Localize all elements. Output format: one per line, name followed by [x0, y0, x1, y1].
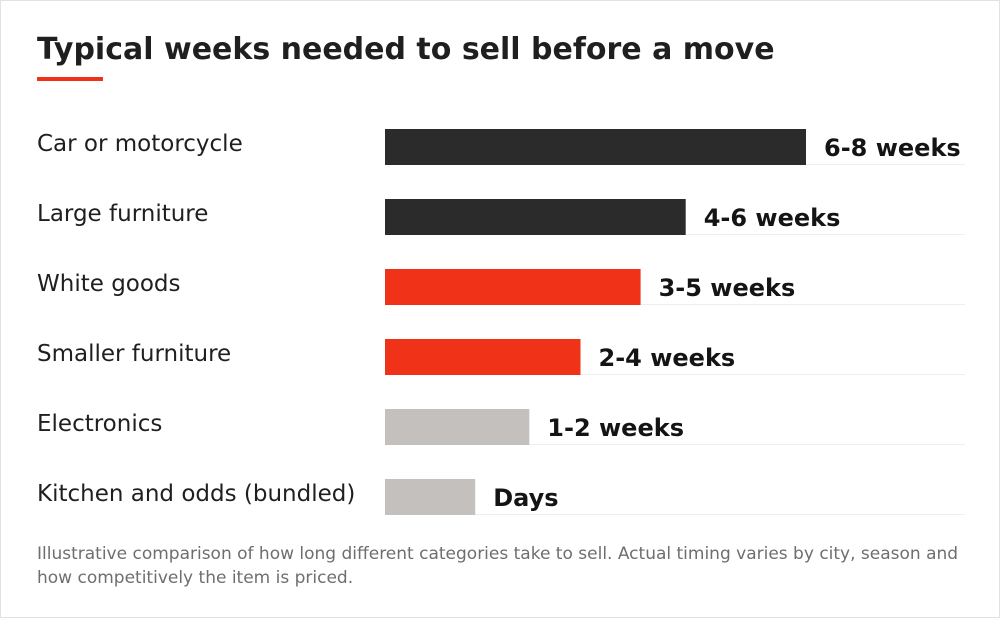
bar — [385, 339, 581, 375]
bar — [385, 269, 641, 305]
bar — [385, 409, 530, 445]
footnote: Illustrative comparison of how long diff… — [37, 544, 959, 588]
value-label: Days — [493, 484, 558, 512]
category-label: White goods — [37, 271, 181, 297]
chart-title: Typical weeks needed to sell before a mo… — [37, 32, 775, 67]
title-accent-rule — [37, 77, 103, 81]
category-label: Smaller furniture — [37, 341, 231, 367]
value-label: 3-5 weeks — [659, 274, 796, 302]
value-label: 2-4 weeks — [599, 344, 736, 372]
category-label: Car or motorcycle — [37, 131, 243, 157]
bar-chart: Car or motorcycle 6-8 weeks Large furnitur… — [37, 129, 965, 515]
bar — [385, 479, 476, 515]
value-label: 4-6 weeks — [704, 204, 841, 232]
category-label: Large furniture — [37, 201, 208, 227]
category-label: Kitchen and odds (bundled) — [37, 481, 355, 507]
category-label: Electronics — [37, 411, 162, 437]
value-label: 6-8 weeks — [824, 134, 961, 162]
bar — [385, 199, 686, 235]
value-label: 1-2 weeks — [547, 414, 684, 442]
bar — [385, 129, 806, 165]
